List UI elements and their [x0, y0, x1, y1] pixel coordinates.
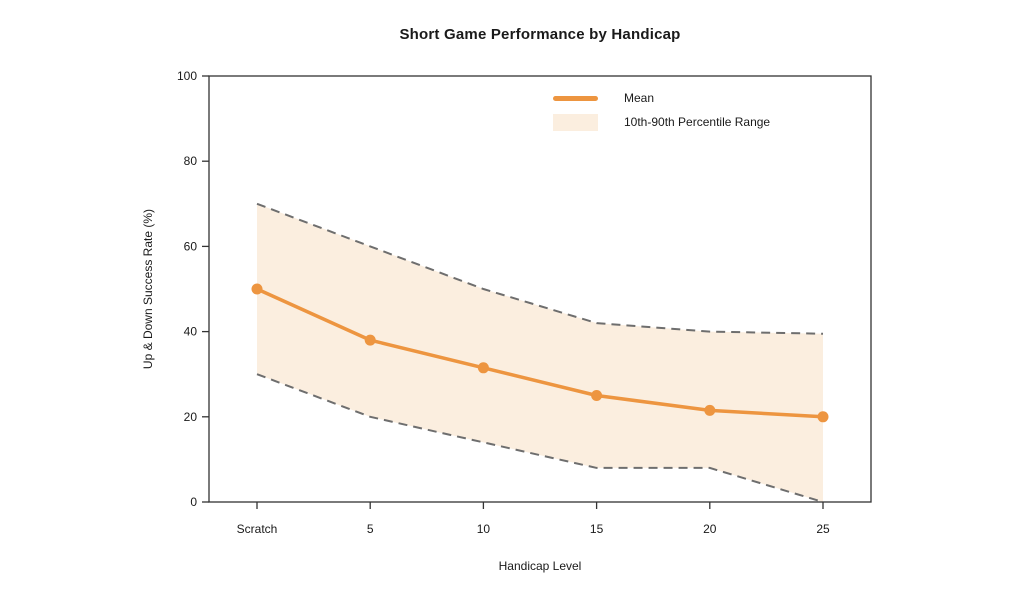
mean-point [364, 334, 376, 346]
y-tick-label: 40 [184, 325, 198, 339]
legend-item-band: 10th-90th Percentile Range [553, 112, 770, 132]
legend-mean-label: Mean [624, 91, 655, 105]
x-tick-label: Scratch [237, 522, 278, 536]
y-tick-label: 80 [184, 154, 198, 168]
y-tick-label: 100 [177, 69, 197, 83]
lower-band-edge [256, 373, 824, 503]
upper-band-edge [256, 202, 824, 335]
y-axis-label: Up & Down Success Rate (%) [141, 208, 155, 370]
x-tick-label: 20 [703, 522, 717, 536]
x-tick-label: 10 [477, 522, 491, 536]
x-axis-label: Handicap Level [498, 559, 582, 573]
mean-point [477, 362, 489, 374]
y-axis-label-wrap: Up & Down Success Rate (%) [138, 76, 158, 502]
y-tick-label: 20 [184, 410, 198, 424]
legend-mean-line-swatch [553, 95, 598, 101]
plot-border [208, 75, 872, 503]
legend-item-mean: Mean [553, 88, 770, 108]
legend-band-swatch [553, 113, 598, 131]
mean-point [817, 411, 829, 423]
x-tick-label: 15 [590, 522, 604, 536]
y-tick-label: 0 [190, 495, 197, 509]
mean-point [251, 283, 263, 295]
legend: Mean 10th-90th Percentile Range [553, 88, 770, 132]
percentile-band [257, 203, 823, 503]
y-tick-label: 60 [184, 239, 198, 253]
mean-line [255, 287, 825, 419]
x-tick-label: 5 [367, 522, 374, 536]
chart-title: Short Game Performance by Handicap [399, 26, 681, 43]
x-tick-label: 25 [816, 522, 830, 536]
mean-point [591, 390, 603, 401]
mean-point [704, 404, 716, 416]
legend-band-label: 10th-90th Percentile Range [624, 115, 771, 129]
